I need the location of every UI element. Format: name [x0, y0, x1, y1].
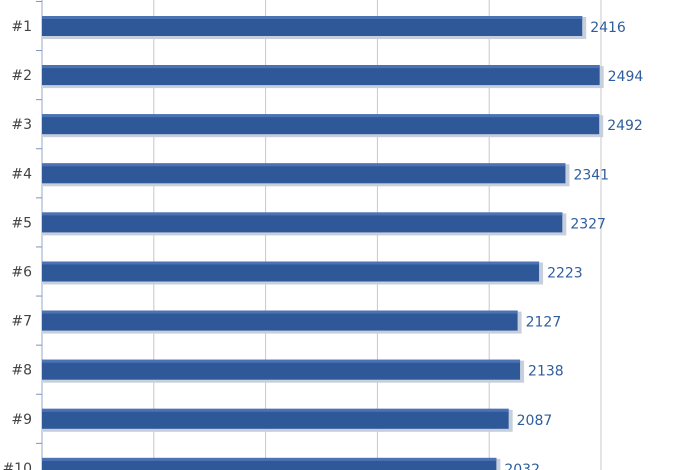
value-label: 2494 — [608, 69, 644, 85]
bar-highlight — [42, 457, 497, 461]
bar-highlight — [42, 212, 563, 216]
bar-highlight — [42, 261, 540, 265]
bar-highlight — [42, 408, 509, 412]
category-axis — [36, 0, 43, 470]
category-label: #10 — [2, 461, 32, 470]
category-label: #9 — [11, 412, 32, 428]
category-label: #8 — [11, 363, 32, 379]
value-label: 2127 — [526, 315, 562, 331]
bar-highlight — [42, 16, 583, 19]
value-label: 2341 — [573, 167, 609, 183]
value-label: 2087 — [517, 413, 553, 429]
bar — [42, 457, 497, 470]
bar — [42, 212, 563, 233]
value-label: 2492 — [607, 118, 643, 134]
value-label: 2223 — [547, 266, 583, 282]
bar-highlight — [42, 114, 600, 118]
bar-highlight — [42, 359, 521, 363]
bar — [42, 163, 566, 184]
category-label: #3 — [11, 117, 32, 133]
bar — [42, 16, 583, 36]
bar-highlight — [42, 310, 518, 314]
bar — [42, 65, 600, 86]
bar — [42, 310, 518, 331]
bar-highlight — [42, 65, 600, 69]
value-label: 2327 — [570, 216, 606, 232]
category-label: #4 — [11, 166, 32, 182]
bar — [42, 114, 600, 135]
bar — [42, 261, 540, 282]
bars — [42, 16, 604, 470]
labels: #1 2416 #2 2494 #3 2492 #4 2341 #5 2327 #6 2223 #7 21… — [2, 19, 643, 470]
bar — [42, 408, 509, 429]
value-label: 2138 — [528, 364, 564, 380]
category-label: #5 — [11, 215, 32, 231]
category-label: #2 — [11, 68, 32, 84]
category-label: #1 — [11, 19, 32, 35]
bar-highlight — [42, 163, 566, 167]
category-label: #7 — [11, 314, 32, 330]
category-label: #6 — [11, 265, 32, 281]
bar — [42, 359, 521, 380]
value-label: 2032 — [504, 462, 540, 470]
value-label: 2416 — [590, 20, 626, 36]
